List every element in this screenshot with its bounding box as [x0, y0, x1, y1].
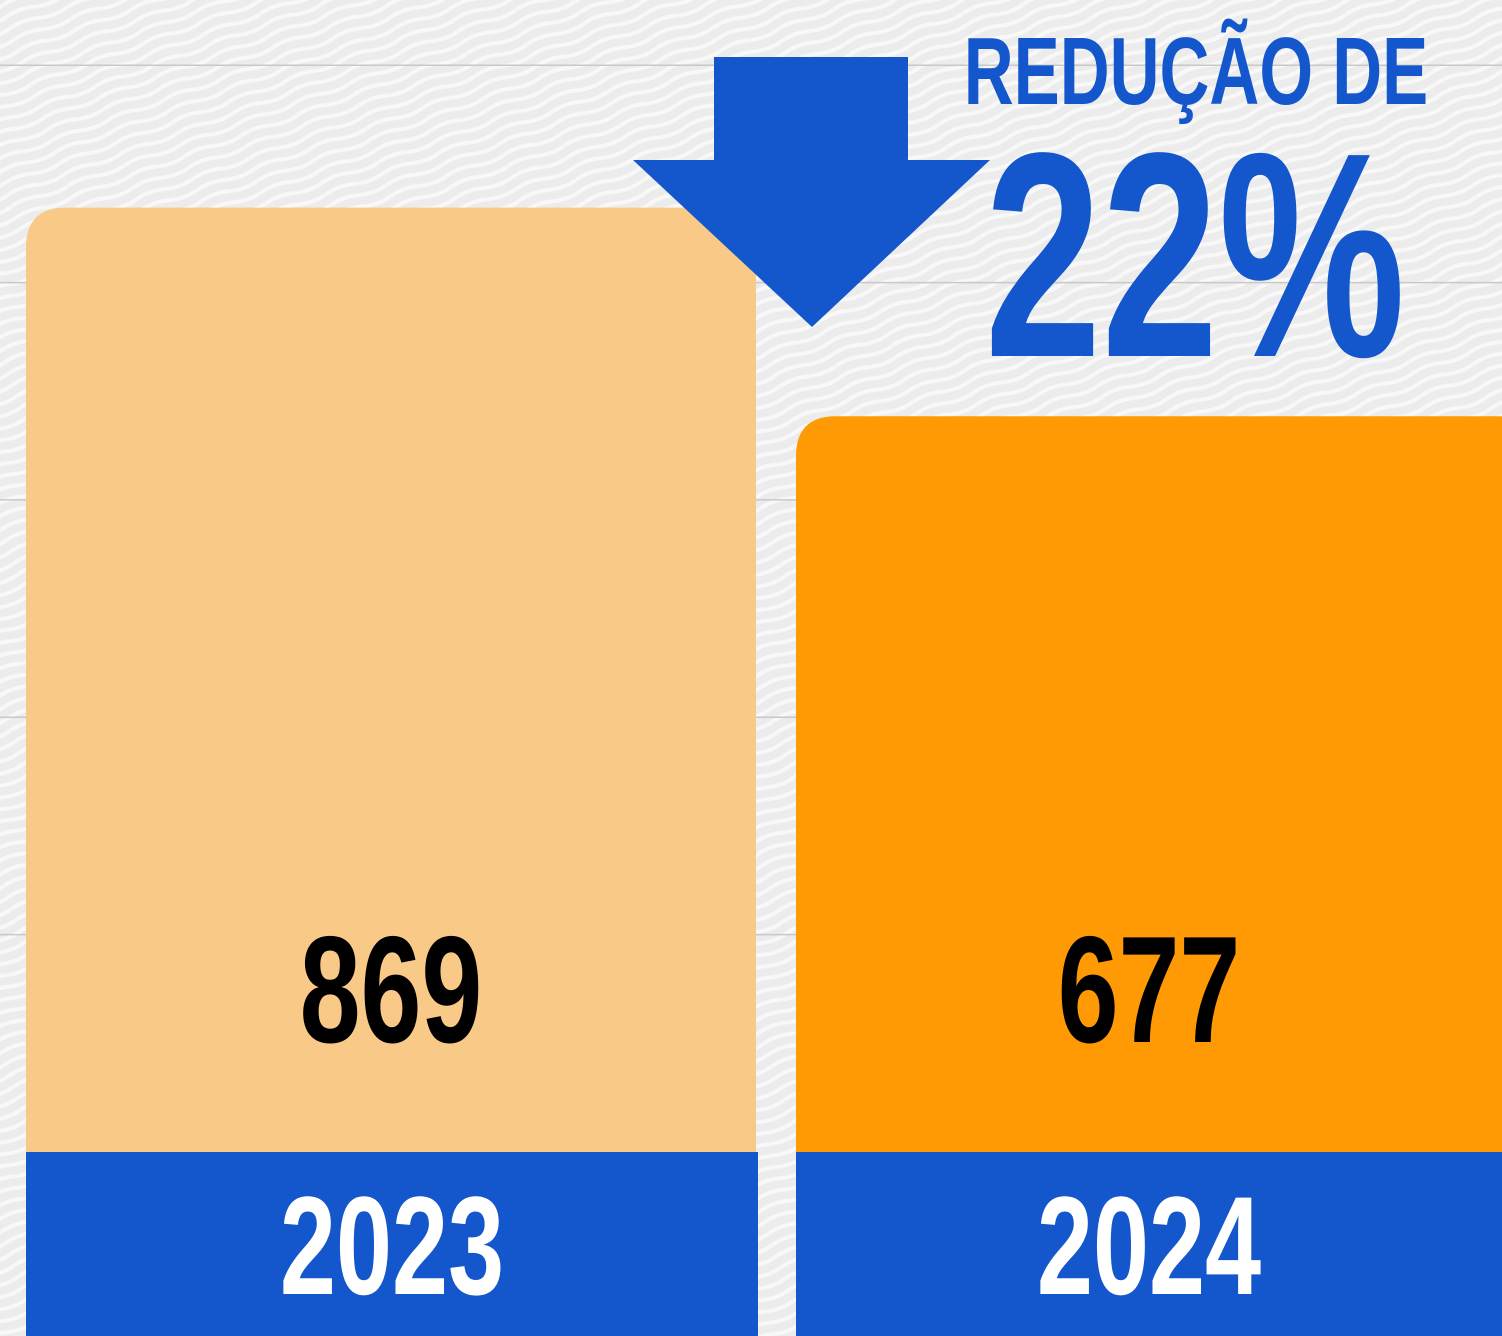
- down-arrow: [633, 57, 990, 327]
- category-band: [796, 1152, 1502, 1336]
- x-tick-label: 2023: [280, 1168, 504, 1324]
- value-label: 869: [300, 905, 483, 1075]
- annotation-value: 22%: [985, 92, 1406, 418]
- x-tick-label: 2024: [1037, 1168, 1261, 1324]
- bar: [796, 416, 1502, 1152]
- bars: 869 2023 677 2024: [26, 207, 1502, 1336]
- value-label: 677: [1058, 905, 1241, 1075]
- bar: [26, 207, 756, 1152]
- annotation-title: REDUÇÃO DE: [964, 17, 1429, 125]
- category-band: [26, 1152, 758, 1336]
